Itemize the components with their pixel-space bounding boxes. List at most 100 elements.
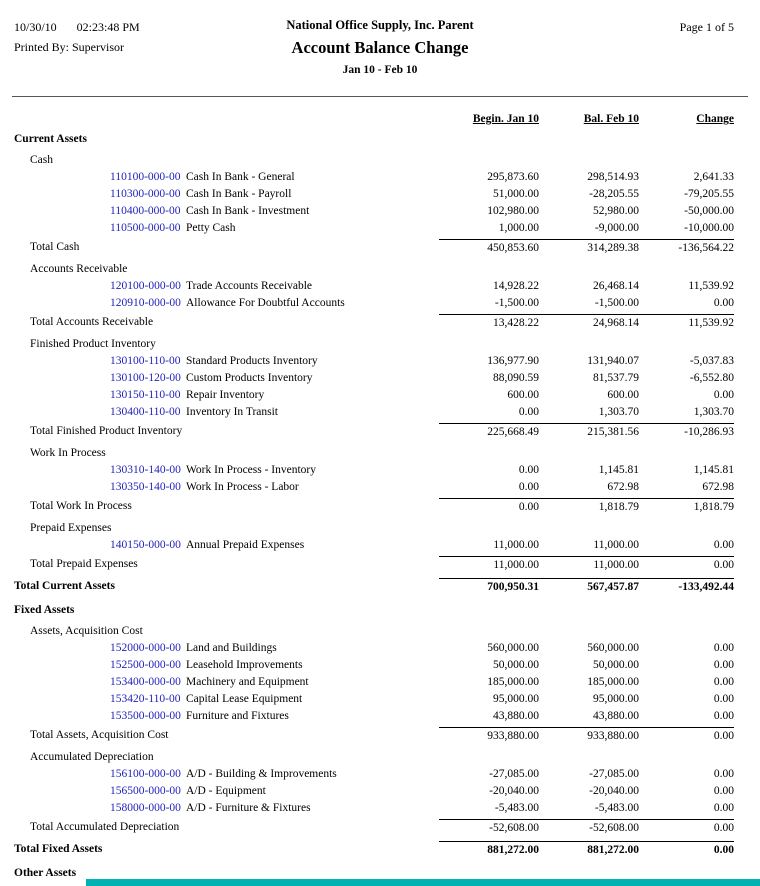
amount-cell: 52,980.00 bbox=[593, 205, 639, 217]
account-desc-cell: 120100-000-00 Trade Accounts Receivable bbox=[14, 278, 439, 295]
account-number-link[interactable]: 156500-000-00 bbox=[110, 785, 181, 797]
column-header-change: Change bbox=[696, 113, 734, 125]
amount-cell: 0.00 bbox=[713, 768, 734, 780]
group-heading: Work In Process bbox=[30, 447, 106, 459]
account-number-link[interactable]: 130400-110-00 bbox=[110, 406, 181, 418]
account-number-link[interactable]: 152000-000-00 bbox=[110, 642, 181, 654]
amount-cell: 185,000.00 bbox=[587, 676, 639, 688]
account-desc-cell: 110400-000-00 Cash In Bank - Investment bbox=[14, 203, 439, 220]
section-total-label: Total Fixed Assets bbox=[14, 843, 103, 855]
section-total-amount-cell: -133,492.44 bbox=[639, 578, 734, 596]
account-number-link[interactable]: 120910-000-00 bbox=[110, 297, 181, 309]
account-number-link[interactable]: 158000-000-00 bbox=[110, 802, 181, 814]
account-number-link[interactable]: 110300-000-00 bbox=[110, 188, 181, 200]
amount-cell: 11,539.92 bbox=[688, 280, 734, 292]
section-total-row: Total Fixed Assets 881,272.00 881,272.00 0.… bbox=[14, 841, 734, 859]
group-total-amount-cell: 0.00 bbox=[639, 556, 734, 574]
account-number-link[interactable]: 120100-000-00 bbox=[110, 280, 181, 292]
group-total-row: Total Accumulated Depreciation -52,608.00… bbox=[14, 819, 734, 837]
amount-cell: -9,000.00 bbox=[594, 222, 639, 234]
account-desc-cell: 156500-000-00 A/D - Equipment bbox=[14, 783, 439, 800]
amount-cell: -27,085.00 bbox=[589, 768, 639, 780]
account-number-link[interactable]: 153500-000-00 bbox=[110, 710, 181, 722]
group-total-amount-cell: 1,818.79 bbox=[539, 498, 639, 516]
group-total-amount-cell: 0.00 bbox=[639, 727, 734, 745]
account-desc-cell: 130100-110-00 Standard Products Inventory bbox=[14, 353, 439, 370]
group-total-row: Total Accounts Receivable 13,428.22 24,968… bbox=[14, 314, 734, 332]
column-header-row: Begin. Jan 10 Bal. Feb 10 Change bbox=[14, 113, 734, 125]
group-total-amount-cell: 11,000.00 bbox=[539, 556, 639, 574]
horizontal-scrollbar[interactable] bbox=[86, 879, 760, 886]
account-description: Capital Lease Equipment bbox=[186, 693, 303, 705]
account-desc-cell: 152500-000-00 Leasehold Improvements bbox=[14, 657, 439, 674]
account-number-link[interactable]: 130150-110-00 bbox=[110, 389, 181, 401]
account-number-link[interactable]: 130350-140-00 bbox=[110, 481, 181, 493]
amount-cell: 0.00 bbox=[518, 406, 539, 418]
section-total-row: Total Current Assets 700,950.31 567,457.87… bbox=[14, 578, 734, 596]
group-total-amount-cell: -10,286.93 bbox=[639, 423, 734, 441]
amount-cell: -10,000.00 bbox=[684, 222, 734, 234]
amount-cell: 298,514.93 bbox=[587, 171, 639, 183]
amount-cell: 50,000.00 bbox=[493, 659, 539, 671]
amount-cell: 0.00 bbox=[713, 693, 734, 705]
account-desc-cell: 120910-000-00 Allowance For Doubtful Acco… bbox=[14, 295, 439, 312]
report-title-block: National Office Supply, Inc. Parent Acco… bbox=[0, 18, 760, 76]
print-date: 10/30/10 bbox=[14, 20, 57, 34]
group-total-amount-cell: 0.00 bbox=[639, 819, 734, 837]
amount-cell: 185,000.00 bbox=[487, 676, 539, 688]
account-desc-cell: 130150-110-00 Repair Inventory bbox=[14, 387, 439, 404]
account-number-link[interactable]: 156100-000-00 bbox=[110, 768, 181, 780]
account-number-link[interactable]: 130100-120-00 bbox=[110, 372, 181, 384]
section-heading: Current Assets bbox=[14, 133, 87, 145]
account-desc-cell: 130350-140-00 Work In Process - Labor bbox=[14, 479, 439, 496]
section-total-amount-cell: 0.00 bbox=[639, 841, 734, 859]
section-total-amount-cell: 700,950.31 bbox=[439, 578, 539, 596]
amount-cell: -1,500.00 bbox=[594, 297, 639, 309]
group-total-amount-cell: -52,608.00 bbox=[439, 819, 539, 837]
group-total-row: Total Cash 450,853.60 314,289.38 -136,564.2… bbox=[14, 239, 734, 257]
amount-cell: 1,303.70 bbox=[693, 406, 734, 418]
amount-cell: 95,000.00 bbox=[593, 693, 639, 705]
group-total-row: Total Work In Process 0.00 1,818.79 1,818.7… bbox=[14, 498, 734, 516]
account-number-link[interactable]: 152500-000-00 bbox=[110, 659, 181, 671]
account-number-link[interactable]: 130100-110-00 bbox=[110, 355, 181, 367]
account-number-link[interactable]: 130310-140-00 bbox=[110, 464, 181, 476]
account-description: Inventory In Transit bbox=[186, 406, 278, 418]
report-content: Begin. Jan 10 Bal. Feb 10 Change Current… bbox=[14, 113, 734, 882]
account-description: Repair Inventory bbox=[186, 389, 265, 401]
account-number-link[interactable]: 153420-110-00 bbox=[110, 693, 181, 705]
account-description: Standard Products Inventory bbox=[186, 355, 318, 367]
account-row: 153500-000-00 Furniture and Fixtures 43,88… bbox=[14, 708, 734, 725]
amount-cell: 560,000.00 bbox=[487, 642, 539, 654]
account-row: 120910-000-00 Allowance For Doubtful Acco… bbox=[14, 295, 734, 312]
account-number-link[interactable]: 110500-000-00 bbox=[110, 222, 181, 234]
amount-cell: 0.00 bbox=[713, 389, 734, 401]
group-heading: Accumulated Depreciation bbox=[30, 751, 154, 763]
account-description: Cash In Bank - General bbox=[186, 171, 295, 183]
amount-cell: 102,980.00 bbox=[487, 205, 539, 217]
group-total-label: Total Accumulated Depreciation bbox=[30, 821, 180, 833]
account-number-link[interactable]: 110100-000-00 bbox=[110, 171, 181, 183]
amount-cell: 600.00 bbox=[607, 389, 639, 401]
print-info: 10/30/10 02:23:48 PM Printed By: Supervis… bbox=[14, 20, 140, 55]
account-number-link[interactable]: 153400-000-00 bbox=[110, 676, 181, 688]
amount-cell: -5,483.00 bbox=[494, 802, 539, 814]
account-description: Work In Process - Inventory bbox=[186, 464, 317, 476]
group-total-amount-cell: 933,880.00 bbox=[439, 727, 539, 745]
page-number: Page 1 of 5 bbox=[679, 20, 734, 34]
account-desc-cell: 130310-140-00 Work In Process - Inventory bbox=[14, 462, 439, 479]
account-row: 110100-000-00 Cash In Bank - General 295,8… bbox=[14, 169, 734, 186]
group-total-amount-cell: 24,968.14 bbox=[539, 314, 639, 332]
amount-cell: 0.00 bbox=[713, 710, 734, 722]
amount-cell: 14,928.22 bbox=[493, 280, 539, 292]
group-total-label: Total Work In Process bbox=[30, 500, 132, 512]
group-total-label: Total Accounts Receivable bbox=[30, 316, 154, 328]
printed-by: Printed By: Supervisor bbox=[14, 40, 124, 54]
account-row: 110500-000-00 Petty Cash 1,000.00 -9,000.00… bbox=[14, 220, 734, 237]
group-total-amount-cell: -52,608.00 bbox=[539, 819, 639, 837]
account-number-link[interactable]: 110400-000-00 bbox=[110, 205, 181, 217]
group-total-amount-cell: 225,668.49 bbox=[439, 423, 539, 441]
column-header-begin: Begin. Jan 10 bbox=[472, 113, 539, 125]
account-number-link[interactable]: 140150-000-00 bbox=[110, 539, 181, 551]
amount-cell: 560,000.00 bbox=[587, 642, 639, 654]
